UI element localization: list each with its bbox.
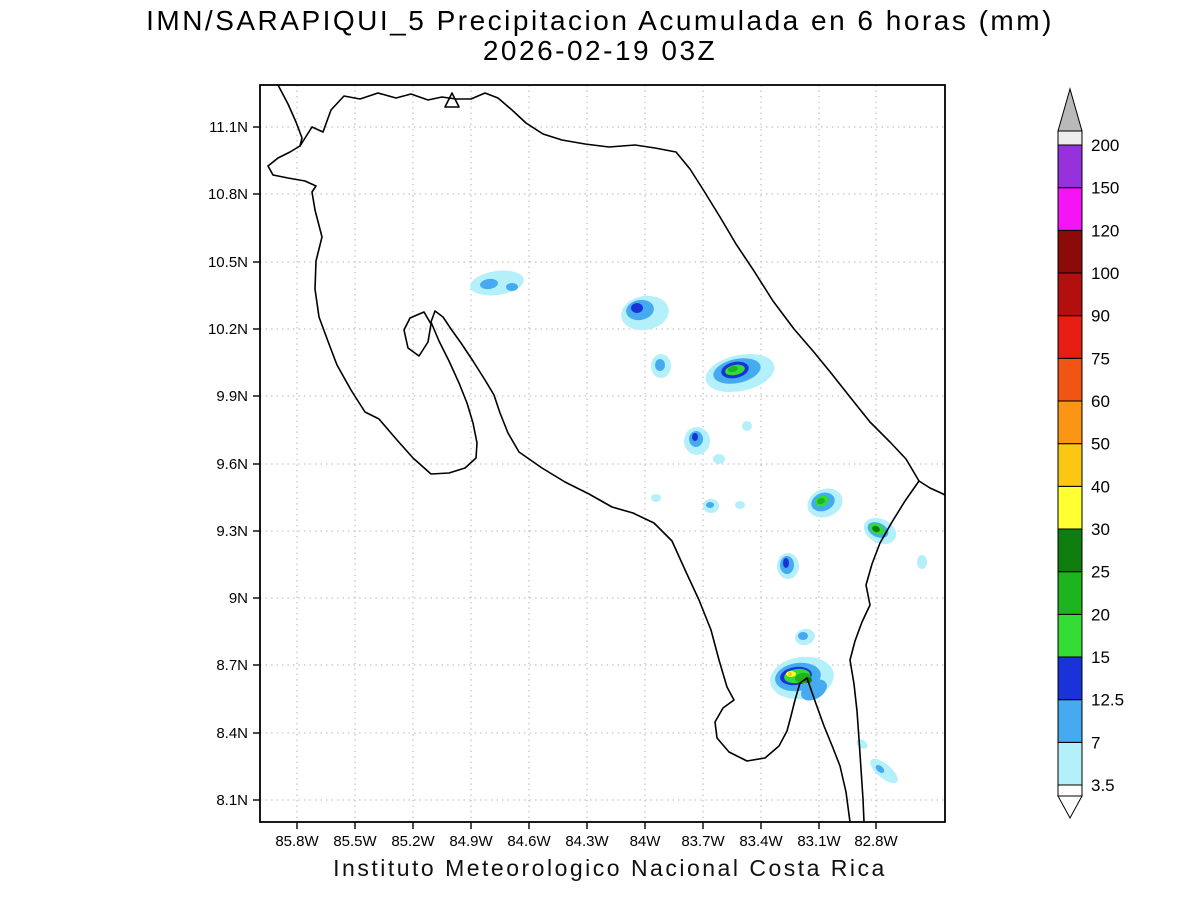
precip-area-12.5mm [783, 558, 789, 568]
precip-area-20mm [817, 497, 825, 505]
colorbar-cell-30 [1057, 485, 1083, 530]
colorbar-cell-25 [1057, 528, 1083, 573]
colorbar-cell-15 [1057, 613, 1083, 658]
colorbar-label: 15 [1091, 648, 1110, 667]
colorbar-top-arrow-icon [1057, 87, 1083, 132]
precip-area-3.5mm [713, 454, 725, 464]
precip-area-3.5mm [917, 555, 927, 569]
lat-tick-label: 10.2N [208, 321, 248, 338]
lon-tick-label: 84W [630, 833, 662, 850]
precip-area-3.5mm [651, 494, 661, 502]
precip-area-7mm [506, 283, 518, 291]
lon-tick-label: 83.4W [739, 833, 783, 850]
colorbar-label: 90 [1091, 307, 1110, 326]
precip-area-25mm [872, 525, 880, 533]
colorbar-cell-60 [1057, 357, 1083, 402]
costa-rica-north-east-outline [299, 92, 920, 823]
colorbar-label: 7 [1091, 733, 1100, 752]
lat-tick-label: 10.5N [208, 254, 248, 271]
colorbar-label: 3.5 [1091, 776, 1115, 795]
lon-tick-label: 84.9W [449, 833, 493, 850]
lat-tick-label: 9.9N [216, 388, 248, 405]
precip-area-7mm [655, 359, 665, 371]
colorbar-cell-50 [1057, 400, 1083, 445]
plot-frame [259, 84, 946, 823]
lake-island-marker [444, 92, 460, 108]
colorbar-cell-120 [1057, 187, 1083, 231]
lat-tick-label: 11.1N [209, 119, 248, 136]
figure-subtitle-datetime: 2026-02-19 03Z [483, 35, 717, 66]
precip-area-12.5mm [631, 303, 643, 313]
lat-tick-label: 9.6N [216, 456, 248, 473]
lat-tick-label: 8.7N [216, 657, 248, 674]
gulf-of-nicoya-island [403, 311, 432, 357]
lon-tick-label: 85.5W [333, 833, 377, 850]
precip-area-7mm [798, 632, 808, 640]
lat-tick-label: 8.4N [216, 725, 248, 742]
colorbar-label: 120 [1091, 221, 1119, 240]
lat-tick-label: 10.8N [208, 186, 248, 203]
lat-tick-label: 9N [229, 590, 248, 607]
precip-area-7mm [480, 278, 498, 290]
colorbar-label: 30 [1091, 520, 1110, 539]
colorbar-label: 50 [1091, 435, 1110, 454]
lon-tick-label: 82.8W [854, 833, 898, 850]
colorbar-cell-12.5 [1057, 656, 1083, 701]
lat-tick-label: 9.3N [216, 523, 248, 540]
precip-area-12.5mm [692, 433, 698, 441]
colorbar: 3.5 7 12.5 15 20 25 30 40 50 60 75 90 100 120 150 200 [1057, 87, 1124, 820]
lon-tick-label: 83.7W [681, 833, 725, 850]
colorbar-cell-below-min [1057, 784, 1083, 797]
precip-area-3.5mm [742, 421, 752, 431]
colorbar-cell-7 [1057, 699, 1083, 743]
colorbar-cell-100 [1057, 229, 1083, 274]
axis-tick-labels: 11.1N 10.8N 10.5N 10.2N 9.9N 9.6N 9.3N 9N 8.7N 8.… [208, 119, 899, 850]
costa-rica-pacific-outline [267, 145, 851, 823]
precip-area-7mm [706, 502, 714, 508]
precip-area-40mm [788, 672, 792, 676]
precip-area-7mm [875, 765, 885, 773]
colorbar-label: 40 [1091, 477, 1110, 496]
colorbar-label: 60 [1091, 392, 1110, 411]
precipitation-shading-layer [470, 270, 927, 784]
lat-tick-label: 8.1N [216, 792, 248, 809]
coastline-layer [267, 84, 946, 823]
lon-tick-label: 84.6W [507, 833, 551, 850]
grid-layer [260, 85, 945, 822]
lon-tick-label: 85.2W [391, 833, 435, 850]
colorbar-label: 12.5 [1091, 691, 1124, 710]
plot-border [259, 84, 946, 823]
colorbar-cell-200 [1057, 130, 1083, 146]
colorbar-label: 20 [1091, 605, 1110, 624]
colorbar-label: 75 [1091, 349, 1110, 368]
nicaragua-pacific-coast [277, 84, 303, 147]
lon-tick-label: 83.1W [797, 833, 841, 850]
colorbar-label: 150 [1091, 179, 1119, 198]
colorbar-cell-150 [1057, 144, 1083, 189]
colorbar-label: 100 [1091, 264, 1119, 283]
figure-title: IMN/SARAPIQUI_5 Precipitacion Acumulada … [146, 5, 1054, 36]
colorbar-cell-90 [1057, 272, 1083, 317]
colorbar-cell-20 [1057, 571, 1083, 615]
lon-tick-label: 84.3W [565, 833, 609, 850]
lon-tick-label: 85.8W [275, 833, 319, 850]
precip-area-20mm [728, 365, 738, 373]
colorbar-bottom-arrow-icon [1057, 795, 1083, 820]
panama-caribbean-coast [918, 480, 946, 496]
precip-area-3.5mm [735, 501, 745, 509]
figure-caption: Instituto Meteorologico Nacional Costa R… [333, 855, 887, 881]
colorbar-label: 25 [1091, 563, 1110, 582]
colorbar-cell-40 [1057, 443, 1083, 487]
colorbar-cell-3.5 [1057, 741, 1083, 786]
colorbar-label: 200 [1091, 136, 1119, 155]
colorbar-cell-75 [1057, 315, 1083, 359]
